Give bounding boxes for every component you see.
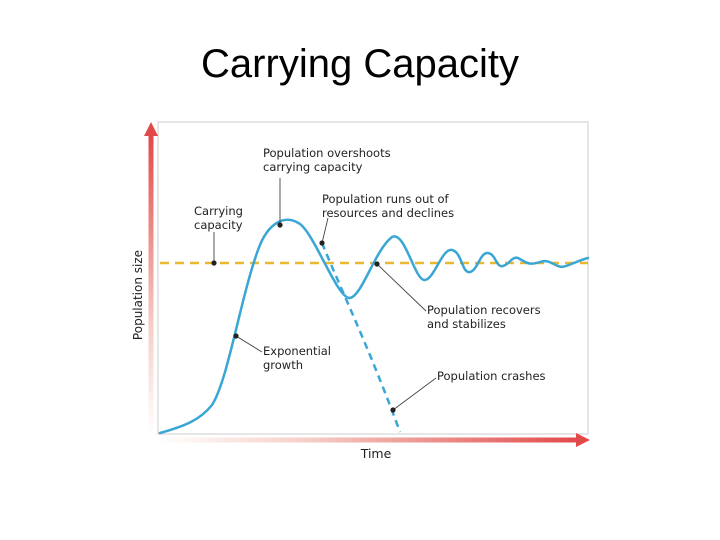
label-runs-out: Population runs out of resources and dec… <box>322 192 454 220</box>
marker-recovery <box>374 261 380 267</box>
slide-title: Carrying Capacity <box>201 42 519 86</box>
population-curve <box>158 218 590 435</box>
leader-lines <box>213 178 437 411</box>
marker-carrying-capacity <box>211 260 217 266</box>
marker-overshoot <box>277 222 283 228</box>
marker-crash <box>390 407 396 413</box>
label-exponential: Exponential growth <box>263 344 335 372</box>
label-overshoot: Population overshoots carrying capacity <box>263 146 394 174</box>
x-axis-arrow <box>156 433 590 447</box>
label-crashes: Population crashes <box>437 369 546 383</box>
markers <box>211 222 396 413</box>
marker-exponential <box>233 333 239 339</box>
x-axis-label: Time <box>360 446 392 461</box>
y-axis-label: Population size <box>131 250 145 340</box>
crash-curve <box>320 242 402 433</box>
plot-frame <box>157 121 589 435</box>
y-axis-arrow <box>144 122 158 436</box>
marker-decline <box>319 240 325 246</box>
label-carrying-capacity: Carrying capacity <box>194 204 247 232</box>
label-recovers: Population recovers and stabilizes <box>427 303 544 331</box>
